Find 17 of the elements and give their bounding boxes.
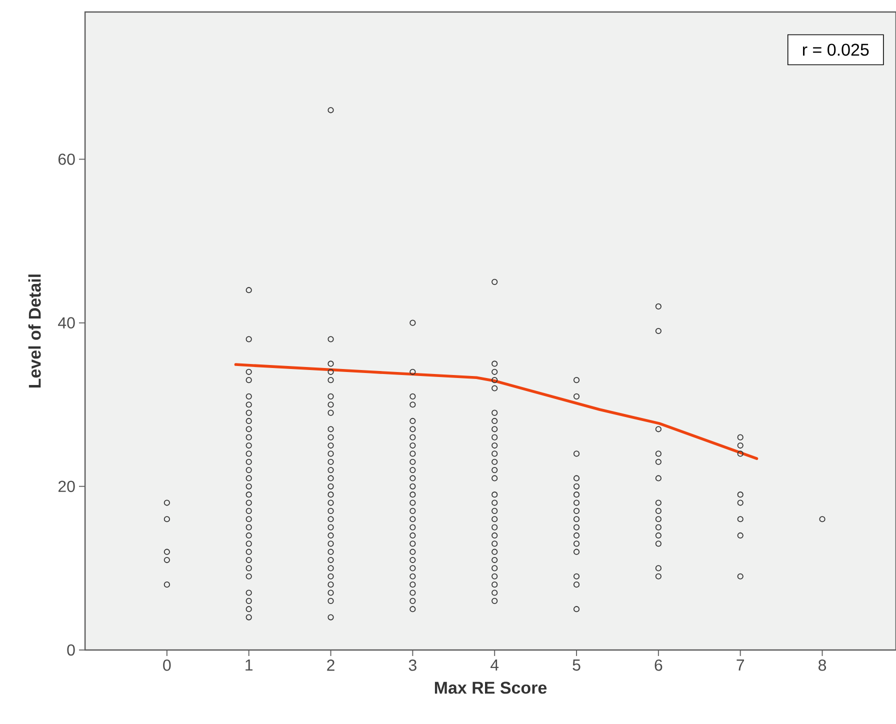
annotation: r = 0.025	[802, 44, 869, 56]
x-axis-title: Max RE Score	[434, 682, 547, 694]
y-tick-label: 60	[58, 154, 75, 165]
y-tick-label: 40	[58, 317, 75, 328]
x-tick-label: 8	[818, 660, 826, 671]
y-tick-label: 0	[67, 644, 75, 656]
line-series	[234, 363, 758, 460]
y-axis-title: Level of Detail	[28, 274, 41, 388]
x-tick-label: 5	[572, 660, 580, 671]
x-tick-label: 7	[736, 660, 744, 671]
x-tick-label: 4	[490, 660, 499, 671]
y-tick-label: 20	[58, 480, 75, 492]
x-tick-label: 0	[163, 660, 171, 671]
x-tick-label: 6	[654, 660, 662, 671]
x-tick-label: 1	[246, 660, 252, 671]
x-tick-label: 3	[408, 660, 416, 671]
x-tick-label: 2	[327, 660, 334, 671]
